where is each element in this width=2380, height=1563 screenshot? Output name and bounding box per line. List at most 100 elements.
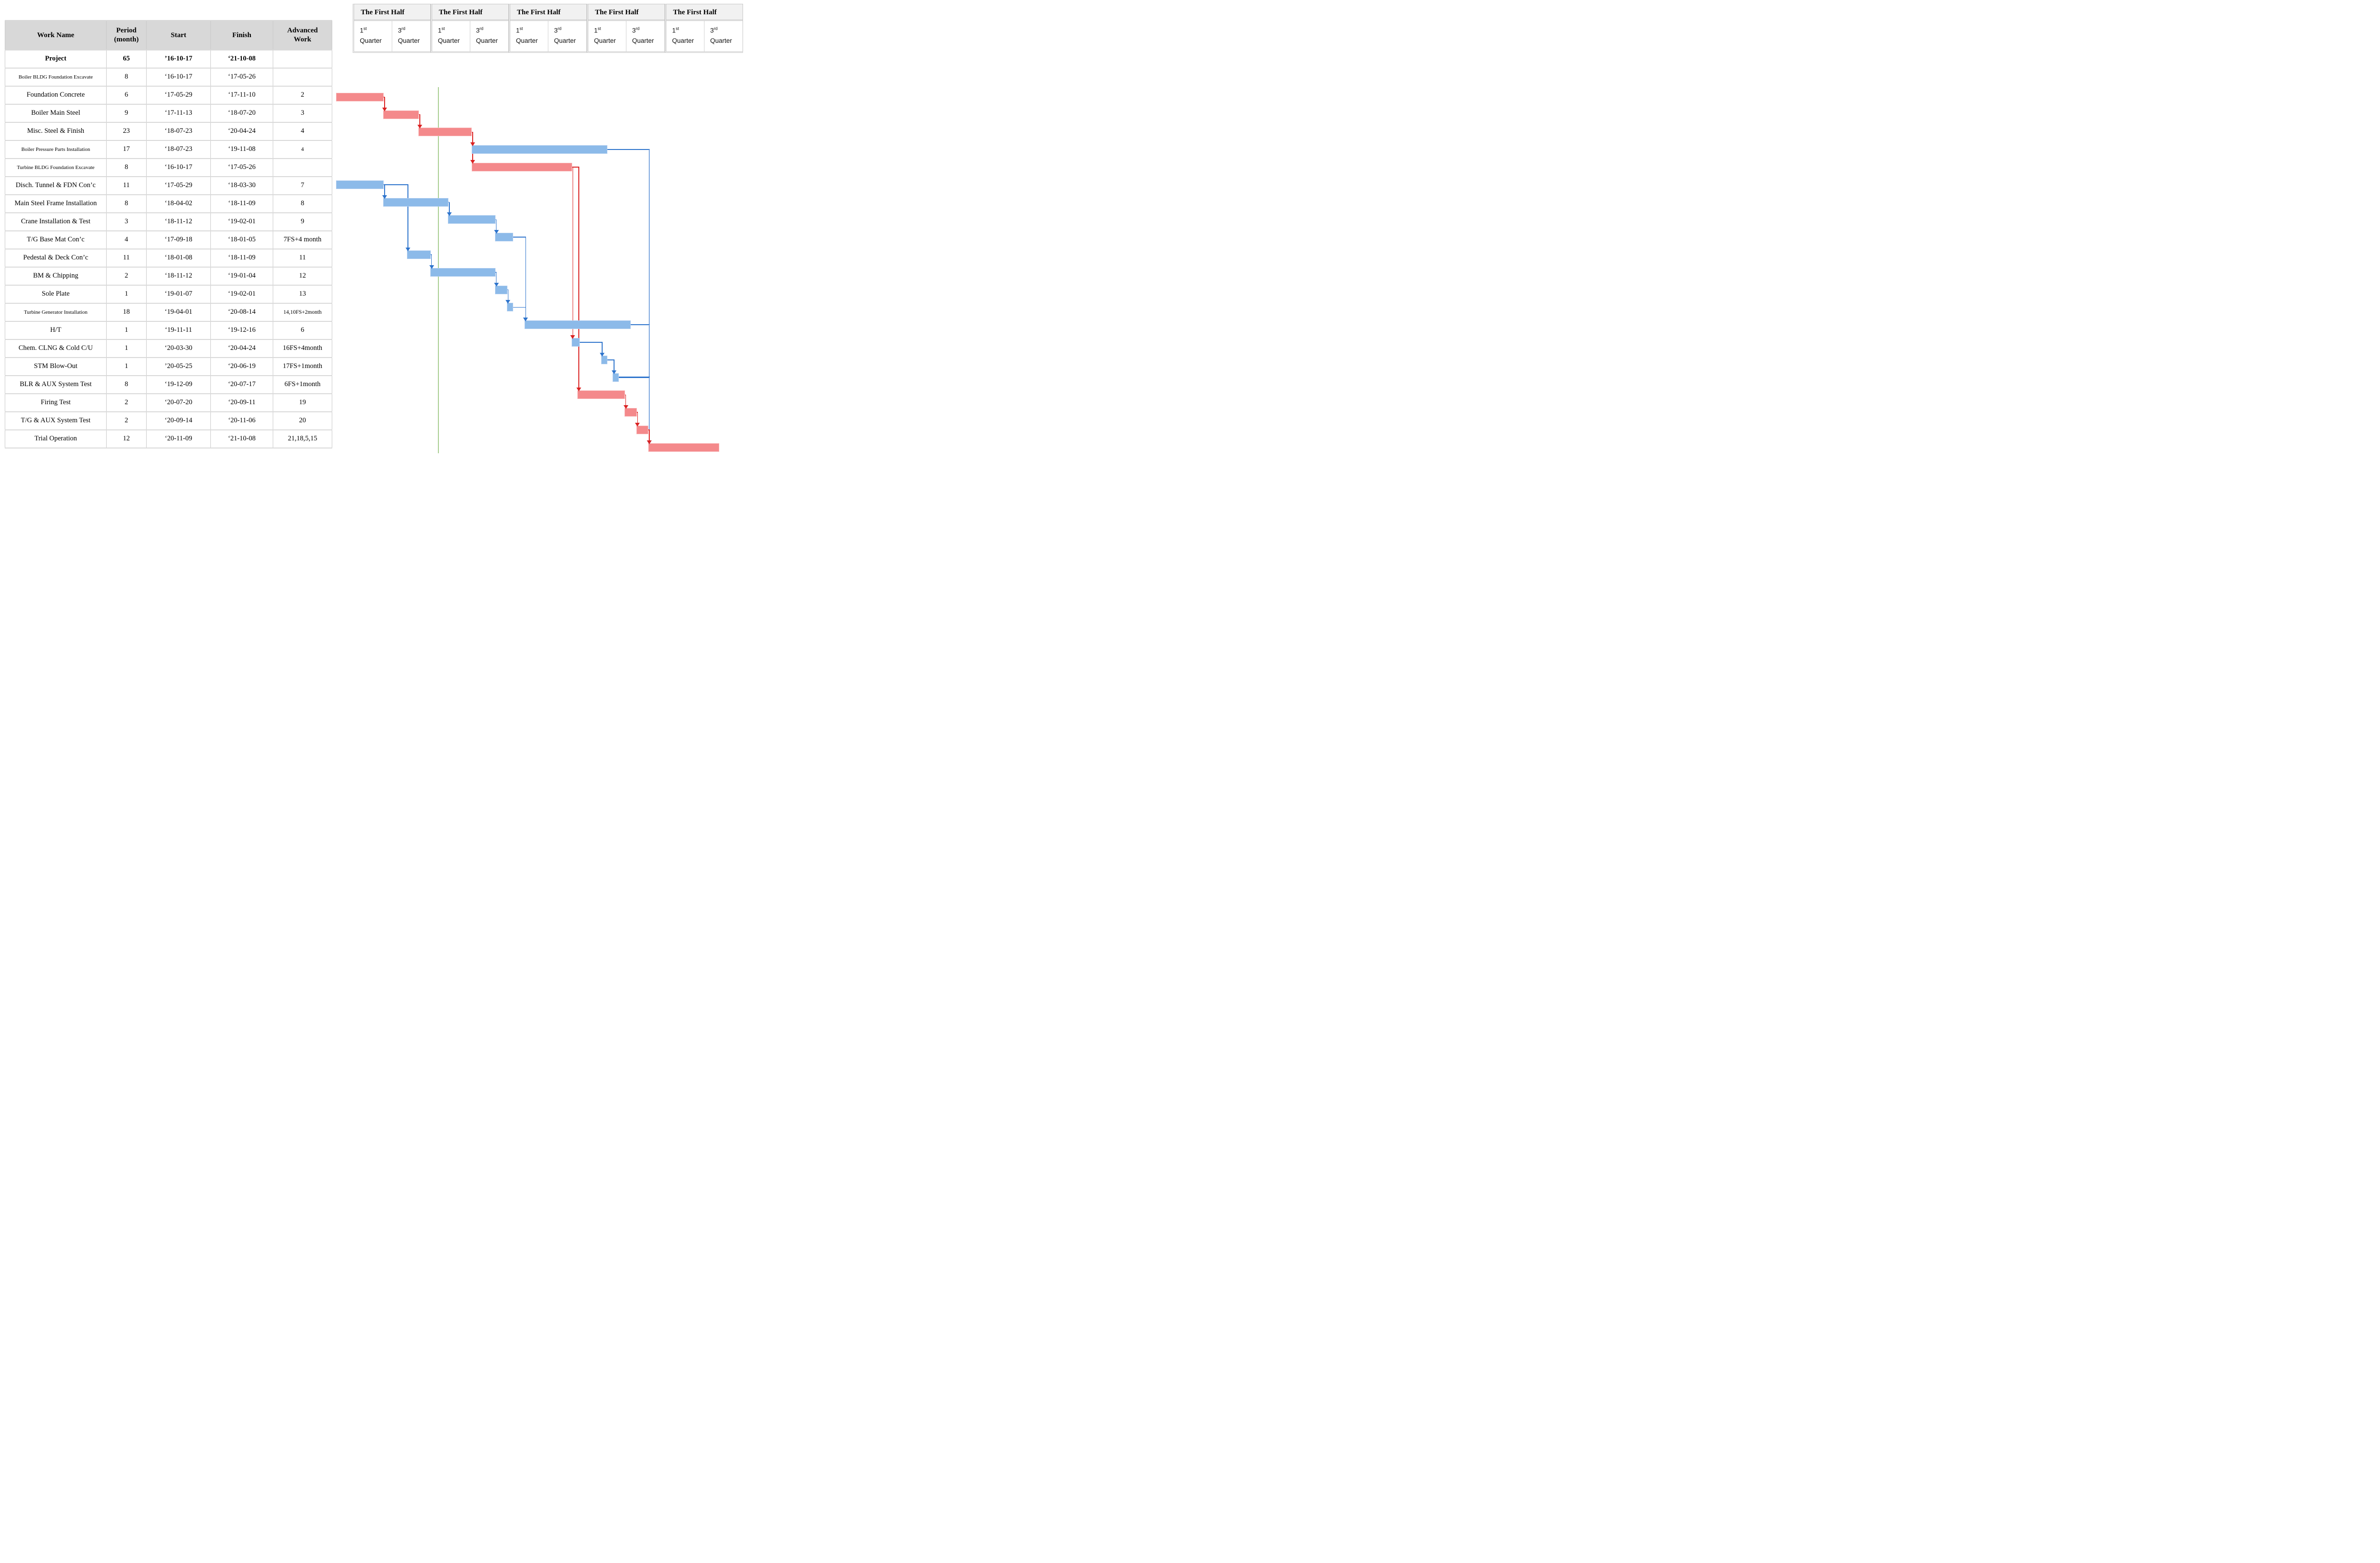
cell-start: ‘19-11-11 <box>146 321 211 340</box>
cell-advanced-work: 16FS+4month <box>273 339 332 358</box>
link-arrowhead <box>570 335 575 339</box>
cell-finish: ‘18-11-09 <box>210 194 273 213</box>
link-arrowhead <box>635 423 640 427</box>
cell-work-name: BLR & AUX System Test <box>5 375 107 394</box>
link-arrowhead <box>382 107 387 111</box>
link-line-h <box>471 131 473 133</box>
cell-start: ‘19-01-07 <box>146 285 211 304</box>
link-line-h <box>606 149 650 150</box>
link-line-h <box>429 254 432 255</box>
cell-finish: ‘21-10-08 <box>210 429 273 448</box>
link-line-v <box>649 377 650 441</box>
link-line-v <box>649 430 650 441</box>
link-arrowhead <box>506 300 511 304</box>
cell-period: 6 <box>106 86 147 105</box>
work-table-header-row: Work Name Period (month) Start Finish Ad… <box>5 20 332 50</box>
timeline-header: The First Half 1st Quarter 3rd Quarter The… <box>353 4 743 53</box>
cell-advanced-work: 14,10FS+2month <box>273 303 332 322</box>
cell-start: ‘18-11-12 <box>146 212 211 231</box>
cell-finish: ‘18-07-20 <box>210 104 273 123</box>
link-arrowhead <box>494 282 499 287</box>
cell-period: 11 <box>106 249 147 268</box>
timeline-quarter-3rd: 3rd Quarter <box>476 26 498 45</box>
link-line-v <box>572 167 574 336</box>
work-table-row: Misc. Steel & Finish 23 ‘18-07-23 ‘20-04… <box>5 122 332 141</box>
timeline-year-group: The First Half 1st Quarter 3rd Quarter <box>509 4 587 53</box>
cell-work-name: Firing Test <box>5 393 107 412</box>
col-header-finish: Finish <box>210 20 273 50</box>
work-table-row: Firing Test 2 ‘20-07-20 ‘20-09-11 19 <box>5 393 332 412</box>
cell-period: 3 <box>106 212 147 231</box>
cell-advanced-work: 9 <box>273 212 332 231</box>
cell-start: ’16-10-17 <box>146 50 211 69</box>
link-arrowhead <box>623 405 628 409</box>
timeline-quarter-1st: 1st Quarter <box>354 21 392 51</box>
cell-start: ‘18-11-12 <box>146 267 211 286</box>
cell-start: ‘20-07-20 <box>146 393 211 412</box>
cell-period: 18 <box>106 303 147 322</box>
cell-advanced-work: 4 <box>273 122 332 141</box>
cell-advanced-work: 12 <box>273 267 332 286</box>
gantt-bar-crane-installation-test <box>495 233 513 242</box>
link-line-v <box>649 325 650 441</box>
cell-work-name: Trial Operation <box>5 429 107 448</box>
timeline-group-label: The First Half <box>354 4 430 21</box>
work-table-row: Project 65 ’16-10-17 ‘21-10-08 <box>5 50 332 69</box>
link-line-v <box>602 342 603 353</box>
cell-work-name: Turbine BLDG Foundation Excavate <box>5 158 107 177</box>
project-schedule-page: Work Name Period (month) Start Finish Ad… <box>0 0 746 455</box>
status-date-line <box>438 87 439 453</box>
cell-start: ‘18-07-23 <box>146 122 211 141</box>
cell-finish: ‘20-06-19 <box>210 357 273 376</box>
cell-finish: ‘19-01-04 <box>210 267 273 286</box>
cell-advanced-work: 7FS+4 month <box>273 230 332 249</box>
gantt-bar-foundation-concrete <box>383 110 419 119</box>
timeline-year-group: The First Half 1st Quarter 3rd Quarter <box>431 4 509 53</box>
cell-period: 1 <box>106 357 147 376</box>
cell-period: 1 <box>106 321 147 340</box>
cell-work-name: Pedestal & Deck Con’c <box>5 249 107 268</box>
work-table-row: BM & Chipping 2 ‘18-11-12 ‘19-01-04 12 <box>5 267 332 286</box>
cell-advanced-work: 6 <box>273 321 332 340</box>
gantt-bar-t-g-aux-system-test <box>636 426 649 434</box>
cell-work-name: Crane Installation & Test <box>5 212 107 231</box>
cell-work-name: STM Blow-Out <box>5 357 107 376</box>
cell-advanced-work: 19 <box>273 393 332 412</box>
cell-period: 8 <box>106 158 147 177</box>
link-line-h <box>382 184 408 185</box>
cell-finish: ‘18-03-30 <box>210 176 273 195</box>
cell-advanced-work: 3 <box>273 104 332 123</box>
link-line-h <box>506 289 509 290</box>
timeline-quarter-1st: 1st Quarter <box>666 21 704 51</box>
timeline-year-group: The First Half 1st Quarter 3rd Quarter <box>353 4 431 53</box>
cell-start: ‘17-09-18 <box>146 230 211 249</box>
cell-start: ‘18-01-08 <box>146 249 211 268</box>
work-table-row: Crane Installation & Test 3 ‘18-11-12 ‘1… <box>5 212 332 231</box>
link-line-h <box>512 237 526 238</box>
cell-start: ‘17-11-13 <box>146 104 211 123</box>
work-table-row: Boiler Pressure Parts Installation 17 ‘1… <box>5 140 332 159</box>
work-table-row: Sole Plate 1 ‘19-01-07 ‘19-02-01 13 <box>5 285 332 304</box>
cell-advanced-work: 21,18,5,15 <box>273 429 332 448</box>
link-line-v <box>496 272 497 283</box>
cell-start: ‘18-04-02 <box>146 194 211 213</box>
work-table: Work Name Period (month) Start Finish Ad… <box>5 20 332 448</box>
cell-work-name: Chem. CLNG & Cold C/U <box>5 339 107 358</box>
work-table-row: T/G Base Mat Con’c 4 ‘17-09-18 ‘18-01-05… <box>5 230 332 249</box>
cell-finish: ‘19-02-01 <box>210 212 273 231</box>
work-table-row: T/G & AUX System Test 2 ‘20-09-14 ‘20-11… <box>5 411 332 430</box>
cell-advanced-work: 6FS+1month <box>273 375 332 394</box>
timeline-group-label: The First Half <box>510 4 586 21</box>
cell-work-name: Foundation Concrete <box>5 86 107 105</box>
gantt-bar-boiler-bldg-foundation-excavate <box>336 92 384 101</box>
link-line-v <box>448 202 450 213</box>
link-line-h <box>618 377 650 378</box>
timeline-year-group: The First Half 1st Quarter 3rd Quarter <box>665 4 743 53</box>
cell-work-name: Disch. Tunnel & FDN Con’c <box>5 176 107 195</box>
timeline-group-label: The First Half <box>432 4 508 21</box>
cell-finish: ‘18-01-05 <box>210 230 273 249</box>
cell-start: ‘19-04-01 <box>146 303 211 322</box>
cell-advanced-work: 11 <box>273 249 332 268</box>
link-arrowhead <box>600 352 605 357</box>
timeline-group-label: The First Half <box>666 4 743 21</box>
